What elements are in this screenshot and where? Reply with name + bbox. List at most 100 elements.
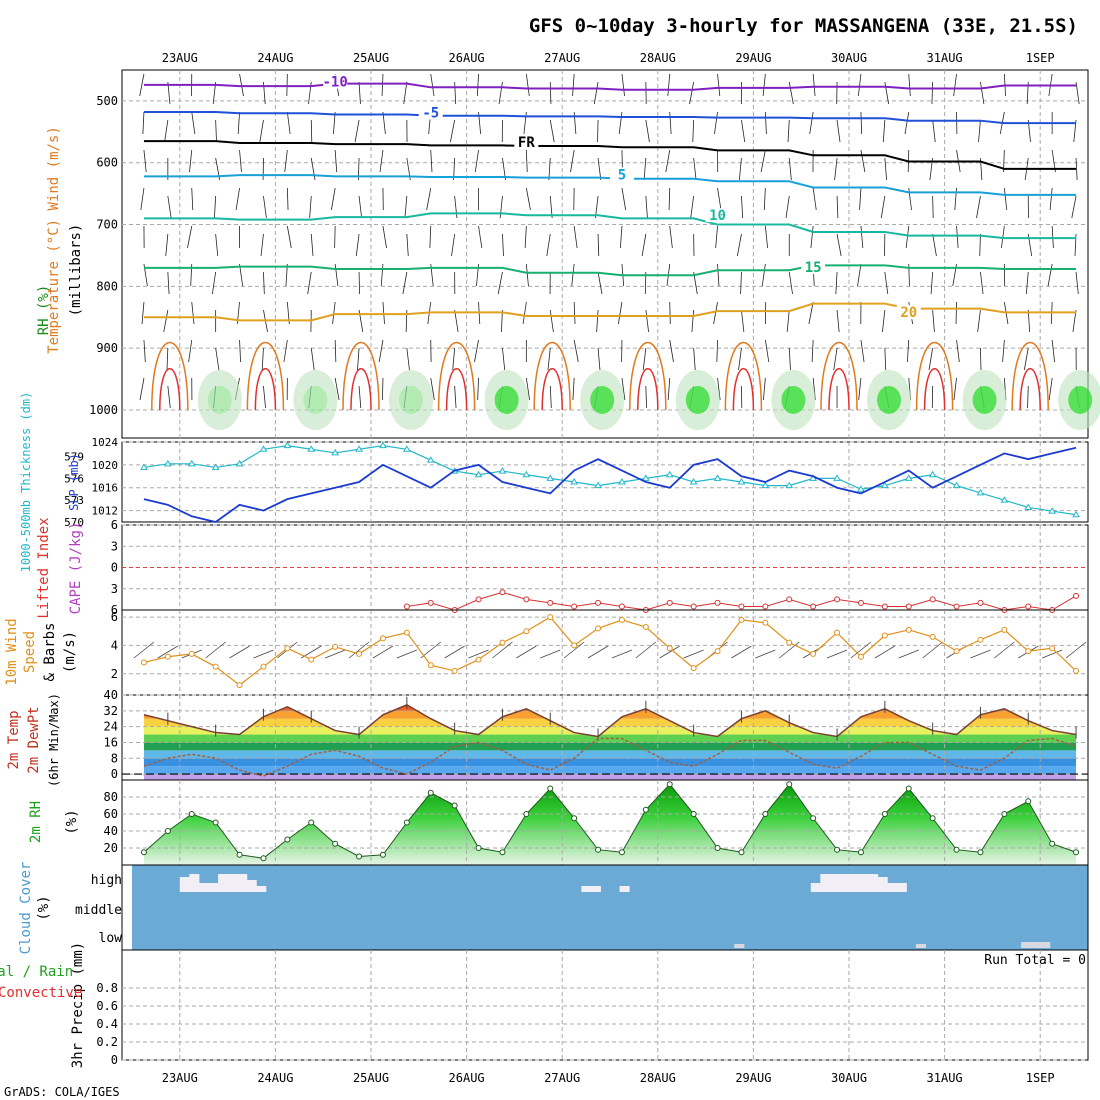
wind10m-speed-marker [738, 616, 745, 623]
upper-wind-barb [286, 225, 292, 249]
precip-tick: 0.8 [96, 981, 118, 995]
wind10m-speed-marker [905, 626, 912, 633]
isotherm-label-bg [609, 167, 634, 182]
thickness-marker [163, 459, 172, 467]
thickness-tick: 579 [64, 451, 84, 464]
upper-wind-barb [884, 271, 889, 295]
wind10m-speed-marker [236, 682, 243, 689]
rh2m-area [143, 784, 1077, 865]
upper-wind-barb [617, 301, 623, 325]
rh2m-marker [427, 789, 434, 796]
lifted-index-marker [977, 599, 984, 606]
upper-wind-barb [1072, 309, 1077, 333]
wind10m-speed-marker [332, 643, 339, 650]
rh2m-marker [451, 802, 458, 809]
upper-wind-barb [143, 149, 147, 173]
upper-wind-barb [953, 377, 957, 401]
wind10m-barb [444, 645, 465, 659]
rh-tick: 40 [104, 824, 118, 838]
wind10m-speed-marker [547, 614, 554, 621]
rh2m-ylabel-2: (%) [64, 809, 80, 834]
rh-shading-core [877, 386, 901, 414]
thickness-marker [857, 485, 865, 492]
wind10m-barb [755, 649, 776, 659]
upper-wind-barb [860, 111, 863, 135]
upper-wind-barb [167, 271, 170, 295]
wind10m-speed-marker [284, 645, 291, 652]
precip-tick: 0.2 [96, 1035, 118, 1049]
rh2m-marker [857, 849, 864, 856]
temp-band [122, 695, 1088, 703]
wind10m-barb [229, 645, 250, 659]
upper-wind-barb [214, 195, 217, 219]
cape-ylabel: CAPE (J/kg) [68, 522, 84, 615]
wind10m-speed-marker [1049, 645, 1056, 652]
upper-wind-barb [549, 385, 552, 409]
upper-wind-barb [380, 263, 384, 287]
lifted-tick: 3 [111, 539, 118, 553]
wind10m-barb [898, 649, 919, 659]
wind10m-speed-marker [475, 656, 482, 663]
upper-wind-barb [693, 347, 696, 371]
lifted-index-marker [427, 599, 434, 606]
upper-wind-barb [571, 263, 575, 287]
pressure-tick: 700 [96, 218, 118, 232]
upper-wind-barb [812, 73, 816, 97]
wind10m-speed-marker [140, 659, 147, 666]
upper-wind-barb [382, 225, 387, 249]
upper-wind-barb [141, 301, 145, 325]
wind10m-speed-marker [714, 648, 721, 655]
rh-shading-core [972, 386, 997, 414]
upper-wind-barb [860, 225, 864, 249]
upper-wind-barb [597, 347, 601, 371]
wind10m-speed-marker [523, 628, 530, 635]
upper-wind-barb [525, 149, 528, 173]
upper-wind-barb [618, 111, 623, 135]
warm-isotherm-30 [541, 368, 563, 411]
thickness-marker [928, 470, 937, 478]
lifted-index-marker [714, 599, 721, 606]
upper-wind-barb [237, 111, 240, 135]
thickness-marker [665, 470, 674, 478]
date-label-bottom: 31AUG [927, 1071, 963, 1085]
wind10m-barb [1065, 641, 1087, 659]
upper-wind-barb [163, 309, 169, 333]
upper-wind-barb [572, 73, 575, 97]
slp-line [143, 446, 1077, 523]
upper-wind-barb [239, 73, 244, 97]
wind10m-speed-marker [642, 624, 649, 630]
lifted-index-marker [523, 596, 530, 603]
upper-wind-barb [406, 233, 409, 257]
upper-wind-barb [860, 339, 865, 363]
lifted-index-marker [881, 603, 888, 610]
upper-wind-barb [1051, 225, 1054, 249]
upper-wind-barb [547, 347, 551, 371]
thickness-marker [235, 459, 244, 467]
upper-wind-barb [717, 73, 721, 97]
upper-wind-barb [284, 149, 288, 173]
upper-wind-barb [215, 233, 219, 257]
upper-wind-barb [836, 195, 839, 219]
upper-wind-barb [740, 271, 742, 295]
upper-wind-barb [619, 225, 623, 249]
warm-isotherm-30 [828, 368, 850, 411]
thickness-marker [498, 467, 507, 474]
upper-wind-barb [191, 111, 196, 135]
upper-wind-barb [669, 111, 672, 135]
thickness-marker [785, 481, 794, 489]
upper-wind-barb [286, 187, 289, 211]
precip-tick: 0.6 [96, 999, 118, 1013]
upper-wind-barb [379, 149, 384, 173]
rh-tick: 80 [104, 790, 118, 804]
upper-wind-barb [976, 195, 981, 219]
cloud-ylabel-1: Cloud Cover [18, 862, 34, 955]
upper-wind-barb [188, 339, 193, 363]
isotherm-label-bg [801, 260, 826, 275]
upper-wind-barb [573, 301, 576, 325]
wind10m-barb [850, 641, 872, 659]
upper-wind-barb [355, 233, 360, 257]
wind10m-barb [157, 645, 179, 659]
cloud-high-bar [810, 883, 821, 892]
temp-band [143, 758, 1077, 767]
upper-wind-barb [429, 225, 432, 249]
